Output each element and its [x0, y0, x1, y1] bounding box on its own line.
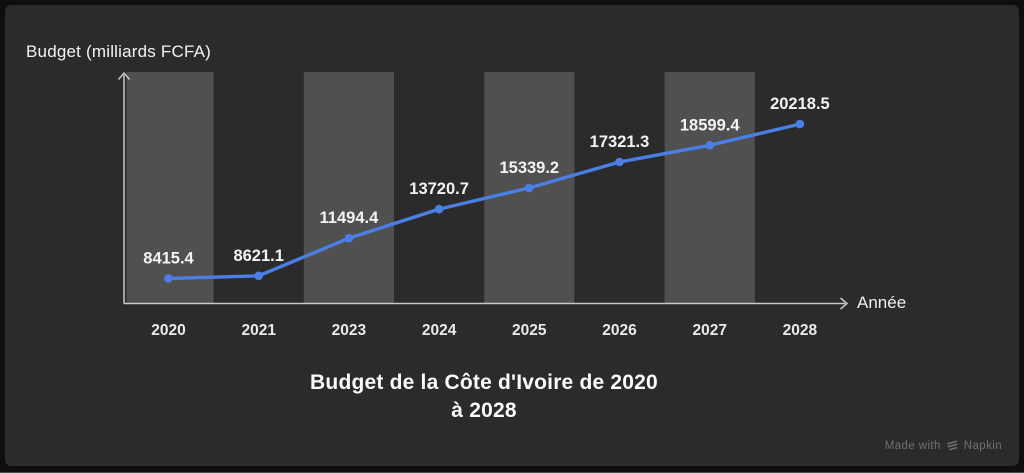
napkin-logo-icon	[946, 439, 959, 452]
x-tick-label-2025: 2025	[512, 322, 547, 339]
value-label-2023: 11494.4	[320, 209, 380, 227]
chart-title-line-1: Budget de la Côte d'Ivoire de 2020	[310, 371, 658, 394]
value-label-2021: 8621.1	[233, 247, 283, 265]
column-band-2027	[664, 72, 755, 304]
data-point-2023	[344, 233, 354, 243]
column-band-2023	[303, 72, 394, 304]
value-label-2025: 15339.2	[499, 159, 559, 177]
data-point-2020	[164, 274, 173, 283]
data-point-2024	[434, 204, 444, 214]
y-axis-arrow-icon	[117, 71, 131, 80]
x-axis-title: Année	[857, 293, 907, 312]
value-label-2026: 17321.3	[590, 133, 650, 151]
watermark-brand-text: Napkin	[963, 439, 1002, 452]
x-tick-label-2028: 2028	[783, 322, 818, 339]
budget-line-series	[166, 122, 802, 281]
value-label-2024: 13720.7	[409, 180, 469, 198]
data-point-2021	[254, 271, 263, 281]
chart-title: Budget de la Côte d'Ivoire de 2020 à 202…	[124, 369, 844, 425]
x-tick-label-2027: 2027	[692, 322, 726, 339]
x-tick-label-2026: 2026	[602, 322, 637, 339]
data-point-2027	[705, 141, 714, 150]
column-band-2020	[126, 72, 214, 304]
napkin-watermark-link[interactable]: Made with Napkin	[885, 439, 1002, 452]
x-tick-label-2020: 2020	[151, 322, 185, 339]
y-axis-title: Budget (milliards FCFA)	[26, 42, 212, 61]
x-tick-label-2021: 2021	[241, 322, 276, 339]
value-label-2028: 20218.5	[770, 95, 830, 113]
chart-title-line-2: à 2028	[451, 399, 517, 422]
value-label-2027: 18599.4	[680, 116, 740, 134]
data-point-2028	[795, 119, 805, 129]
watermark-prefix-text: Made with	[884, 439, 941, 452]
x-tick-label-2024: 2024	[422, 322, 457, 339]
x-tick-label-2023: 2023	[332, 322, 367, 339]
data-point-2026	[615, 157, 624, 167]
data-point-2025	[525, 183, 534, 193]
x-axis-arrow-icon	[840, 297, 849, 310]
value-label-2020: 8415.4	[143, 249, 194, 267]
